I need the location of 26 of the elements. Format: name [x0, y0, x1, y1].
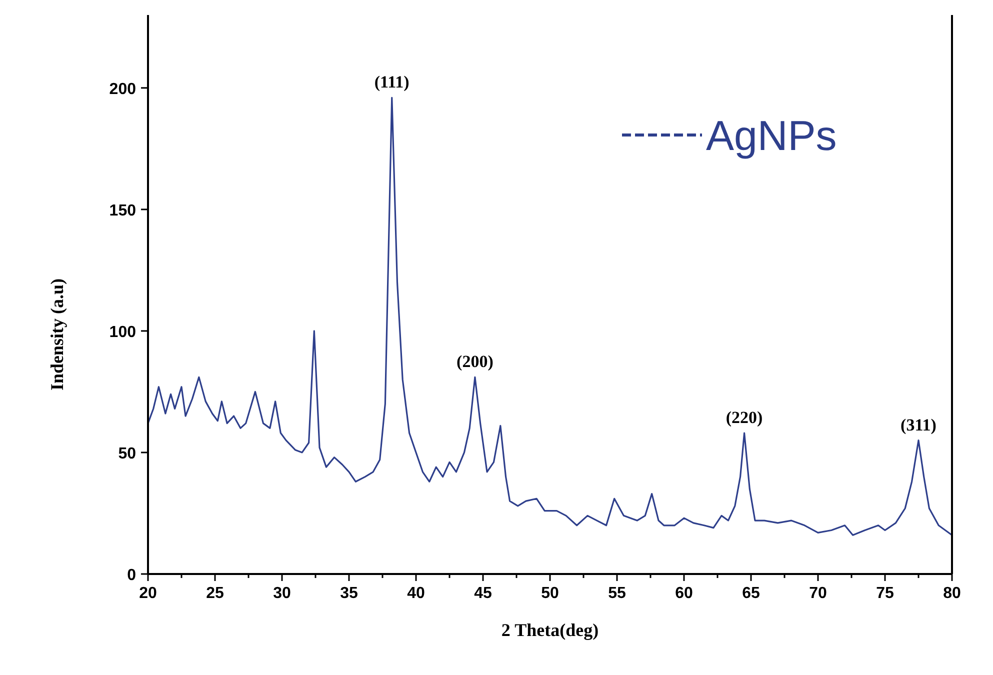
y-tick-label: 150	[109, 202, 136, 220]
y-tick-label: 100	[109, 324, 136, 341]
x-tick-label: 30	[273, 585, 291, 602]
y-axis-title: Indensity (a.u)	[47, 278, 67, 391]
annotation: (111)	[374, 72, 410, 92]
y-tick-label: 0	[127, 567, 136, 584]
annotation: (200)	[456, 352, 494, 372]
x-tick-label: 40	[407, 585, 425, 602]
annotation: (311)	[900, 415, 936, 434]
x-tick-label: 50	[541, 585, 559, 602]
x-tick-label: 65	[742, 585, 760, 602]
y-tick-label: 200	[109, 80, 136, 98]
legend-label: AgNPs	[706, 112, 837, 159]
x-tick-label: 60	[675, 585, 693, 602]
x-tick-label: 75	[876, 585, 894, 602]
x-tick-label: 55	[608, 585, 626, 602]
x-tick-label: 20	[139, 585, 157, 602]
x-tick-label: 35	[340, 585, 358, 602]
x-tick-label: 70	[809, 585, 827, 602]
y-tick-label: 50	[118, 445, 136, 462]
line-series	[147, 96, 953, 536]
x-axis-title: 2 Theta(deg)	[501, 620, 599, 640]
x-tick-label: 45	[474, 585, 492, 602]
x-tick-label: 80	[943, 585, 961, 602]
x-tick-label: 25	[206, 585, 224, 602]
annotation: (220)	[726, 408, 763, 428]
